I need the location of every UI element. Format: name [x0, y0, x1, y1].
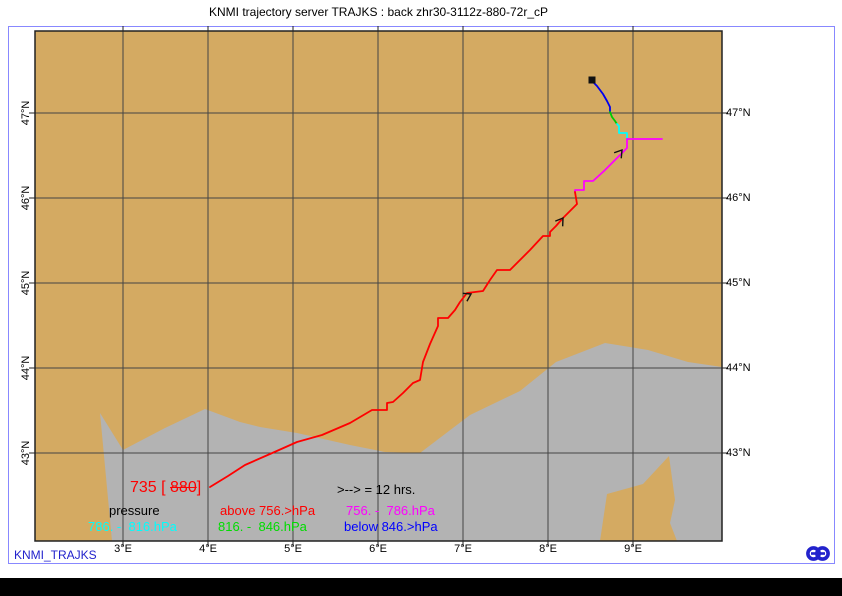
- plot-frame: [8, 26, 835, 564]
- pressure-caption: pressure: [109, 503, 160, 518]
- lat-label-left-44°N: 44°N: [20, 355, 32, 381]
- lon-label-8°E: 8°E: [539, 543, 557, 555]
- lon-label-7°E: 7°E: [454, 543, 472, 555]
- grid-layer: [29, 26, 728, 546]
- lat-label-left-46°N: 46°N: [20, 185, 32, 211]
- start-pressure-suffix: ]: [196, 479, 202, 496]
- lat-label-left-47°N: 47°N: [20, 100, 32, 126]
- start-pressure-prefix: 735 [: [130, 479, 171, 496]
- receptor-marker: [588, 76, 596, 84]
- time-interval-note: >--> = 12 hrs.: [337, 482, 416, 497]
- trajectory-786-816hPa: [616, 123, 628, 140]
- trajectory-below-846hPa: [591, 80, 611, 113]
- lat-label-right-43°N: 43°N: [726, 447, 751, 459]
- lon-label-5°E: 5°E: [284, 543, 302, 555]
- trajectory-map: [29, 26, 728, 546]
- lon-label-9°E: 9°E: [624, 543, 642, 555]
- legend-band-above-756: above 756.>hPa: [220, 503, 316, 518]
- lat-label-right-44°N: 44°N: [726, 362, 751, 374]
- time-arrow-0: [613, 148, 623, 159]
- start-pressure-label: 735 [ 880]: [130, 479, 201, 497]
- time-arrow-2: [462, 292, 473, 302]
- island-corsica: [600, 456, 677, 541]
- trajectory-layer: [209, 80, 663, 488]
- receptor-marker-layer: [588, 76, 596, 84]
- lon-label-3°E: 3°E: [114, 543, 132, 555]
- legend-band-816-846: 816. - 846.hPa: [218, 519, 307, 534]
- lat-label-right-46°N: 46°N: [726, 192, 751, 204]
- lon-label-6°E: 6°E: [369, 543, 387, 555]
- watermark-text: KNMI_TRAJKS: [14, 548, 97, 562]
- page-title: KNMI trajectory server TRAJKS : back zhr…: [208, 5, 549, 19]
- trajectory-756-786hPa: [574, 138, 628, 193]
- map-border: [34, 30, 723, 542]
- legend-band-786-816: 786. - 816.hPa: [88, 519, 177, 534]
- lat-label-right-45°N: 45°N: [726, 277, 751, 289]
- legend-band-below-846: below 846.>hPa: [344, 519, 438, 534]
- lat-label-left-43°N: 43°N: [20, 440, 32, 466]
- lon-label-4°E: 4°E: [199, 543, 217, 555]
- legend-band-756-786: 756. - 786.hPa: [346, 503, 435, 518]
- trajectory-above-756hPa: [209, 191, 578, 488]
- lat-label-right-47°N: 47°N: [726, 107, 751, 119]
- bottom-black-bar: [0, 578, 842, 596]
- sea-area: [100, 343, 722, 541]
- time-arrow-layer: [462, 148, 623, 302]
- trajectory-816-846hPa: [609, 111, 618, 125]
- ecmwf-logo: [806, 546, 830, 561]
- start-pressure-original: 880: [170, 479, 197, 496]
- lat-label-left-45°N: 45°N: [20, 270, 32, 296]
- time-arrow-1: [555, 216, 564, 227]
